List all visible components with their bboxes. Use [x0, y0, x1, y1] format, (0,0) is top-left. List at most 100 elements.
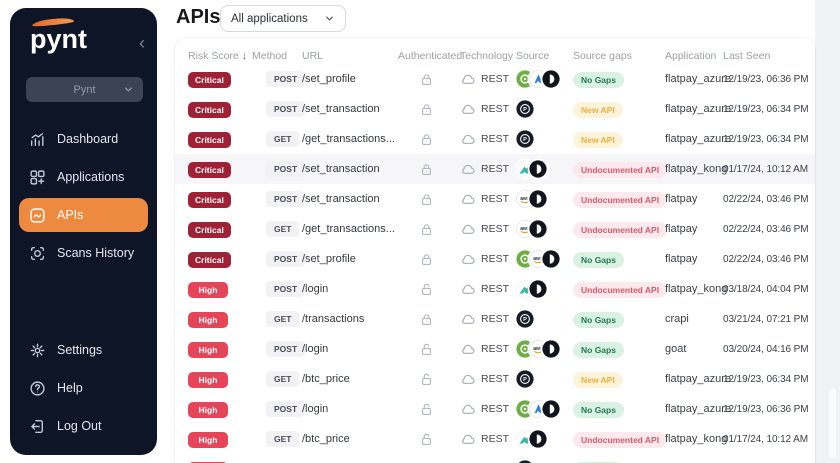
table-row[interactable]: High GET/transactions REST P No Gaps crapi 03/… [175, 304, 815, 334]
column-header-application[interactable]: Application [665, 49, 717, 62]
url-cell: /login [302, 343, 329, 355]
authenticated-cell [406, 432, 446, 447]
application-filter-dropdown[interactable]: All applications [220, 5, 346, 32]
application-cell: flatpay_kong [665, 163, 728, 175]
gear-icon [29, 342, 46, 359]
source-icon-postman: P [516, 130, 534, 148]
column-header-authenticated[interactable]: Authenticated [398, 49, 463, 62]
sidebar-item-label: APIs [57, 208, 84, 222]
sidebar-footer-nav: Settings Help Log Out [10, 331, 157, 445]
technology-cell: REST [460, 131, 516, 147]
table-row[interactable]: Critical GET/get_transactions... REST P New … [175, 124, 815, 154]
table-row[interactable]: High POST/login REST No Gaps flatpay_azure 12… [175, 394, 815, 424]
source-cell: aws [516, 340, 573, 358]
source-gap-badge: Undocumented API [573, 222, 668, 238]
scrollbar[interactable] [829, 388, 836, 458]
technology-cell: REST [460, 341, 516, 357]
column-header-url[interactable]: URL [302, 49, 324, 62]
sidebar-item-settings[interactable]: Settings [10, 331, 157, 369]
column-header-source[interactable]: Source [516, 49, 550, 62]
table-row[interactable]: Critical POST/set_transaction REST P New API… [175, 94, 815, 124]
sidebar-item-dashboard[interactable]: Dashboard [10, 120, 157, 158]
url-cell: /set_profile [302, 253, 356, 265]
last-seen-cell: 12/19/23, 06:34 PM [723, 103, 809, 115]
column-header-source-gaps[interactable]: Source gaps [573, 49, 632, 62]
last-seen-cell: 12/19/23, 06:36 PM [723, 403, 809, 415]
cloud-icon [460, 431, 476, 447]
method-badge: POST [266, 341, 306, 357]
table-row[interactable]: Critical POST/set_profile REST aws No Gaps fl… [175, 244, 815, 274]
table-row[interactable]: HighPNo Gaps [175, 454, 815, 463]
last-seen-cell: 03/18/24, 04:04 PM [723, 283, 809, 295]
right-gutter [815, 0, 840, 463]
sidebar-item-apis[interactable]: APIs [19, 198, 148, 232]
source-gap-badge: No Gaps [573, 252, 624, 268]
application-cell: flatpay_azure [665, 403, 732, 415]
technology-cell: REST [460, 101, 516, 117]
apis-table-card: Risk Score ↓ Method URL Authenticated Technol… [175, 38, 815, 463]
technology-cell: REST [460, 191, 516, 207]
lock-closed-icon [419, 192, 434, 207]
svg-text:aws: aws [520, 196, 530, 202]
source-icon-postman: P [516, 460, 534, 463]
source-cell [516, 400, 573, 418]
url-cell: /login [302, 283, 329, 295]
technology-cell: REST [460, 221, 516, 237]
lock-closed-icon [419, 312, 434, 327]
table-row[interactable]: Critical POST/set_profile REST No Gaps flatp… [175, 64, 815, 94]
lock-open-icon [419, 372, 434, 387]
url-cell: /set_profile [302, 73, 356, 85]
technology-cell: REST [460, 71, 516, 87]
sidebar-item-log-out[interactable]: Log Out [10, 407, 157, 445]
technology-label: REST [481, 223, 510, 235]
workspace-dropdown[interactable]: Pynt [26, 77, 143, 102]
source-icon-pynt [542, 400, 560, 418]
source-icon-pynt [542, 70, 560, 88]
svg-text:aws: aws [533, 256, 543, 262]
sidebar-item-applications[interactable]: Applications [10, 158, 157, 196]
application-cell: flatpay_azure [665, 103, 732, 115]
last-seen-cell: 03/20/24, 04:16 PM [723, 343, 809, 355]
method-badge: POST [266, 401, 306, 417]
source-gap-badge: New API [573, 102, 623, 118]
table-row[interactable]: High GET/btc_price REST P New API flatpay_azu… [175, 364, 815, 394]
sidebar-nav: Dashboard Applications APIs Scans History [10, 120, 157, 272]
lock-closed-icon [419, 222, 434, 237]
column-header-technology[interactable]: Technology [460, 49, 514, 62]
source-cell [516, 70, 573, 88]
authenticated-cell [406, 192, 446, 207]
column-header-method[interactable]: Method [252, 49, 288, 62]
table-row[interactable]: Critical POST/set_transaction REST Undocume… [175, 154, 815, 184]
application-cell: flatpay [665, 253, 698, 265]
authenticated-cell [406, 282, 446, 297]
source-gap-badge: Undocumented API [573, 432, 668, 448]
table-row[interactable]: High GET/btc_price REST Undocumented API fla… [175, 424, 815, 454]
table-row[interactable]: Critical GET/get_transactions... REST aws Un… [175, 214, 815, 244]
application-cell: flatpay_azure [665, 73, 732, 85]
sidebar-item-help[interactable]: Help [10, 369, 157, 407]
source-gap-badge: Undocumented API [573, 192, 668, 208]
risk-badge: Critical [188, 222, 231, 238]
sidebar-item-label: Dashboard [57, 132, 119, 146]
column-header-risk-score[interactable]: Risk Score ↓ [188, 49, 248, 62]
workspace-label: Pynt [73, 83, 96, 96]
table-row[interactable]: High POST/login REST Undocumented API flatpa… [175, 274, 815, 304]
technology-label: REST [481, 373, 510, 385]
table-row[interactable]: High POST/login REST aws No Gaps goat 03/20/24… [175, 334, 815, 364]
cloud-icon [460, 401, 476, 417]
sidebar-item-scans-history[interactable]: Scans History [10, 234, 157, 272]
source-icon-pynt [529, 430, 547, 448]
method-badge: POST [266, 161, 306, 177]
svg-text:P: P [523, 317, 527, 323]
method-badge: POST [266, 101, 306, 117]
grid-plus-icon [29, 169, 46, 186]
collapse-sidebar-icon[interactable]: ‹ [139, 33, 145, 53]
page-title: APIs [176, 6, 221, 28]
source-gap-badge: Undocumented API [573, 282, 668, 298]
lock-closed-icon [419, 102, 434, 117]
table-row[interactable]: Critical POST/set_transaction REST aws Undoc… [175, 184, 815, 214]
column-header-last-seen[interactable]: Last Seen [723, 49, 771, 62]
last-seen-cell: 02/22/24, 03:46 PM [723, 253, 809, 265]
url-cell: /set_transaction [302, 163, 380, 175]
